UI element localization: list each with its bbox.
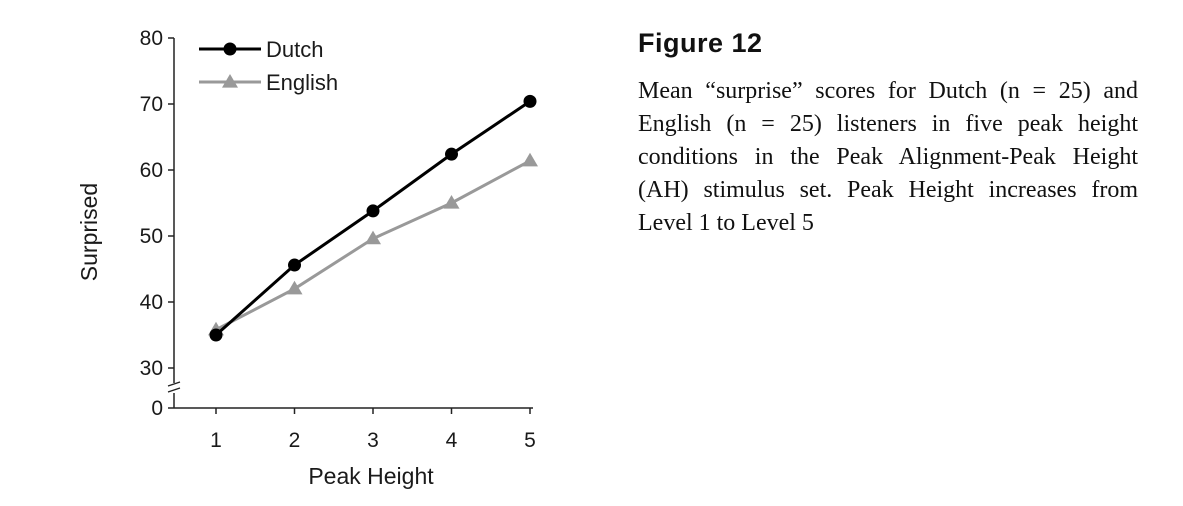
y-tick-label: 30 — [140, 357, 163, 380]
figure-caption: Figure 12 Mean “surprise” scores for Dut… — [638, 28, 1138, 240]
data-point — [286, 280, 303, 295]
y-axis-title: Surprised — [76, 183, 102, 281]
legend-item-english: English — [199, 70, 338, 95]
figure-title: Figure 12 — [638, 28, 763, 58]
legend-item-dutch: Dutch — [199, 37, 323, 62]
legend-label: English — [266, 70, 338, 95]
data-point — [365, 230, 381, 245]
data-point — [209, 328, 223, 342]
y-tick-label: 80 — [140, 27, 163, 50]
x-tick-label: 4 — [446, 429, 458, 452]
x-axis-title: Peak Height — [308, 463, 434, 489]
axis-break-mark — [167, 381, 181, 387]
y-tick-label: 60 — [140, 159, 163, 182]
series-english — [208, 152, 538, 336]
series-line — [215, 100, 531, 337]
figure-caption-text: Mean “surprise” scores for Dutch (n = 25… — [638, 78, 1138, 236]
x-tick-label: 5 — [524, 429, 536, 452]
y-tick-label: 0 — [151, 397, 163, 420]
data-point — [522, 152, 538, 167]
data-point — [222, 74, 238, 88]
line-chart: 0 30 40 50 60 70 80 1 2 3 4 5 Dutch English Peak Hei… — [76, 27, 538, 489]
data-point — [523, 94, 537, 108]
data-point — [443, 195, 460, 209]
x-tick-label: 3 — [367, 429, 379, 452]
data-point — [223, 42, 237, 56]
y-tick-label: 70 — [140, 93, 163, 116]
data-point — [445, 147, 458, 161]
chart-series — [208, 94, 538, 342]
data-point — [288, 258, 301, 272]
data-point — [366, 204, 380, 218]
chart-legend: Dutch English — [199, 37, 338, 95]
x-tick-label: 1 — [210, 429, 222, 452]
y-tick-label: 40 — [140, 291, 163, 314]
chart-axes: 0 30 40 50 60 70 80 1 2 3 4 5 — [140, 27, 536, 452]
x-tick-label: 2 — [289, 429, 301, 452]
y-tick-label: 50 — [140, 225, 163, 248]
legend-label: Dutch — [266, 37, 323, 62]
series-dutch — [209, 94, 537, 342]
series-line — [215, 159, 531, 332]
axis-break-mark — [167, 387, 181, 393]
